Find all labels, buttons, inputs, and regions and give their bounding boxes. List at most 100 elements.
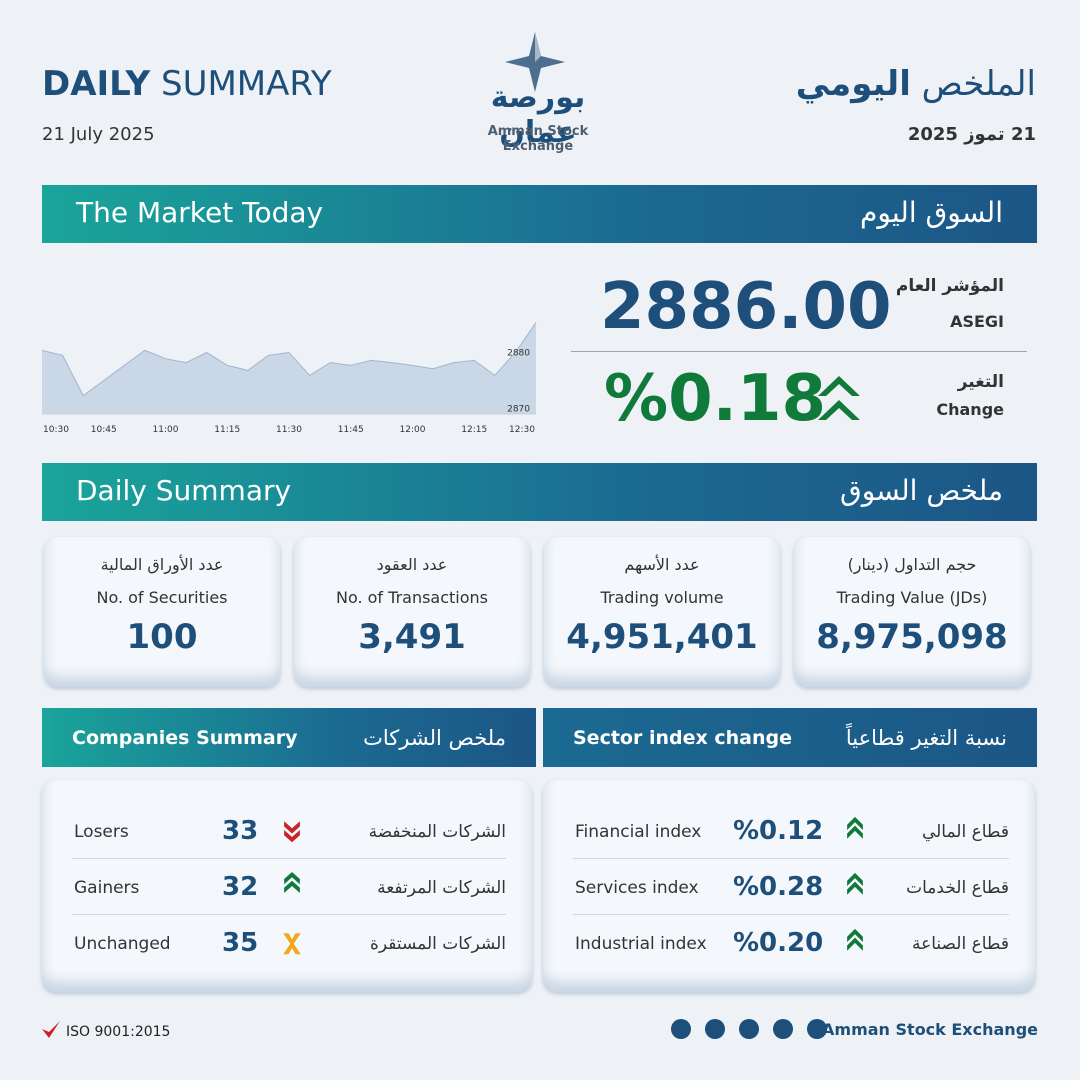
row-label-ar: الشركات المرتفعة	[377, 878, 506, 898]
x-tick-label: 10:30	[43, 425, 69, 435]
market-chart: 2870 2880 10:30 10:45 11:00 11:15 11:30 11:45 12…	[42, 322, 537, 435]
card-label: Trading volume	[600, 588, 724, 607]
change-value: %0.18	[604, 362, 827, 436]
org: Amman Stock Exchange	[822, 1020, 1038, 1039]
x-tick-label: 11:45	[338, 425, 364, 435]
summary-card: عدد العقود No. of Transactions 3,491	[294, 537, 530, 687]
row-label-ar: قطاع الصناعة	[911, 934, 1009, 954]
up-arrow	[818, 376, 860, 420]
row-value: 33	[222, 816, 259, 846]
card-label-ar: عدد العقود	[376, 555, 448, 574]
row-label: Losers	[74, 822, 129, 842]
date: 21 July 2025	[42, 124, 155, 145]
title-ar: الملخص اليومي	[796, 64, 1036, 104]
summary-card: عدد الأوراق المالية No. of Securities 100	[44, 537, 280, 687]
change-label: Change	[936, 400, 1004, 419]
summary-row: Gainers 32 الشركات المرتفعة	[72, 860, 506, 915]
row-icon	[847, 928, 863, 951]
card-label: No. of Transactions	[335, 588, 489, 607]
logo-en: Amman Stock Exchange	[487, 124, 589, 154]
check-icon	[42, 1021, 60, 1038]
row-icon	[847, 872, 863, 895]
companies-banner: Companies Summary ملخص الشركات	[42, 708, 536, 767]
row-icon	[847, 816, 863, 839]
area-line	[42, 322, 537, 397]
iso: ISO 9001:2015	[66, 1024, 171, 1040]
y-tick-label: 2880	[507, 349, 530, 359]
icon-shape	[284, 821, 300, 843]
title-ar-light: الملخص	[921, 64, 1036, 104]
index-label: ASEGI	[950, 312, 1004, 331]
banner-title-ar: ملخص الشركات	[363, 726, 506, 750]
summary-row: Losers 33 الشركات المنخفضة	[72, 804, 506, 859]
x-tick-label: 12:15	[461, 425, 487, 435]
banner-title: Sector index change	[573, 727, 792, 749]
logo-star	[505, 32, 565, 92]
card-value: 4,951,401	[566, 617, 758, 657]
x-tick-label: 11:15	[214, 425, 240, 435]
row-value: 35	[222, 928, 259, 958]
row-label-ar: قطاع الخدمات	[906, 878, 1009, 898]
sectors-panel: Financial index %0.12 قطاع المالي Services …	[543, 780, 1035, 992]
row-icon	[283, 933, 301, 955]
card-label: No. of Securities	[96, 588, 228, 607]
summary-row: Financial index %0.12 قطاع المالي	[573, 804, 1009, 859]
social-icons	[671, 1019, 827, 1039]
row-label: Financial index	[575, 822, 702, 842]
card-value: 100	[126, 617, 198, 657]
row-label: Unchanged	[74, 934, 171, 954]
banner-title-ar: السوق اليوم	[860, 196, 1003, 229]
banner-title: Companies Summary	[72, 727, 298, 749]
title-ar-bold: اليومي	[795, 64, 911, 104]
summary-card: حجم التداول (دينار) Trading Value (JDs) 8,…	[794, 537, 1030, 687]
logo-ar: بورصة عمان	[490, 80, 586, 150]
row-value: %0.28	[733, 872, 824, 902]
card-label-ar: عدد الأوراق المالية	[100, 555, 224, 574]
row-label: Industrial index	[575, 934, 707, 954]
banner-title-ar: نسبة التغير قطاعياً	[845, 726, 1007, 750]
card-value: 8,975,098	[816, 617, 1008, 657]
row-value: 32	[222, 872, 259, 902]
banner-title: Daily Summary	[76, 474, 292, 507]
title-bold: DAILY	[42, 64, 151, 104]
x-tick-label: 12:00	[400, 425, 426, 435]
row-label-ar: قطاع المالي	[921, 822, 1009, 842]
x-tick-label: 11:00	[153, 425, 179, 435]
icon-shape	[284, 872, 300, 893]
index-label-ar: المؤشر العام	[895, 276, 1004, 296]
icon-shape	[847, 928, 863, 951]
card-label-ar: حجم التداول (دينار)	[847, 555, 977, 574]
sectors-banner: Sector index change نسبة التغير قطاعياً	[543, 708, 1037, 767]
date-ar: 21 تموز 2025	[907, 124, 1036, 145]
y-tick-label: 2870	[507, 404, 530, 414]
row-value: %0.20	[733, 928, 824, 958]
x-tick-label: 11:30	[276, 425, 302, 435]
row-label: Gainers	[74, 878, 140, 898]
companies-panel: Losers 33 الشركات المنخفضة Gainers 32 الشركات…	[42, 780, 532, 992]
change-label-ar: التغير	[957, 372, 1004, 392]
row-label: Services index	[575, 878, 699, 898]
title: DAILY SUMMARY	[42, 64, 332, 104]
row-icon	[284, 872, 300, 893]
market-banner: The Market Today السوق اليوم	[42, 185, 1037, 243]
area-fill	[42, 322, 536, 414]
summary-row: Unchanged 35 الشركات المستقرة	[72, 916, 506, 970]
index-value: 2886.00	[600, 270, 892, 344]
card-value: 3,491	[358, 617, 466, 657]
banner-title-ar: ملخص السوق	[839, 474, 1003, 507]
row-value: %0.12	[733, 816, 824, 846]
row-label-ar: الشركات المستقرة	[369, 934, 506, 954]
title-rest: SUMMARY	[161, 64, 332, 104]
summary-row: Services index %0.28 قطاع الخدمات	[573, 860, 1009, 915]
card-label: Trading Value (JDs)	[836, 588, 988, 607]
icon-shape	[283, 933, 301, 955]
card-label-ar: عدد الأسهم	[624, 555, 700, 574]
icon-shape	[847, 816, 863, 839]
row-label-ar: الشركات المنخفضة	[368, 822, 506, 842]
row-icon	[284, 821, 300, 843]
summary-card: عدد الأسهم Trading volume 4,951,401	[544, 537, 780, 687]
summary-banner: Daily Summary ملخص السوق	[42, 463, 1037, 521]
banner-title: The Market Today	[76, 196, 324, 229]
icon-shape	[847, 872, 863, 895]
